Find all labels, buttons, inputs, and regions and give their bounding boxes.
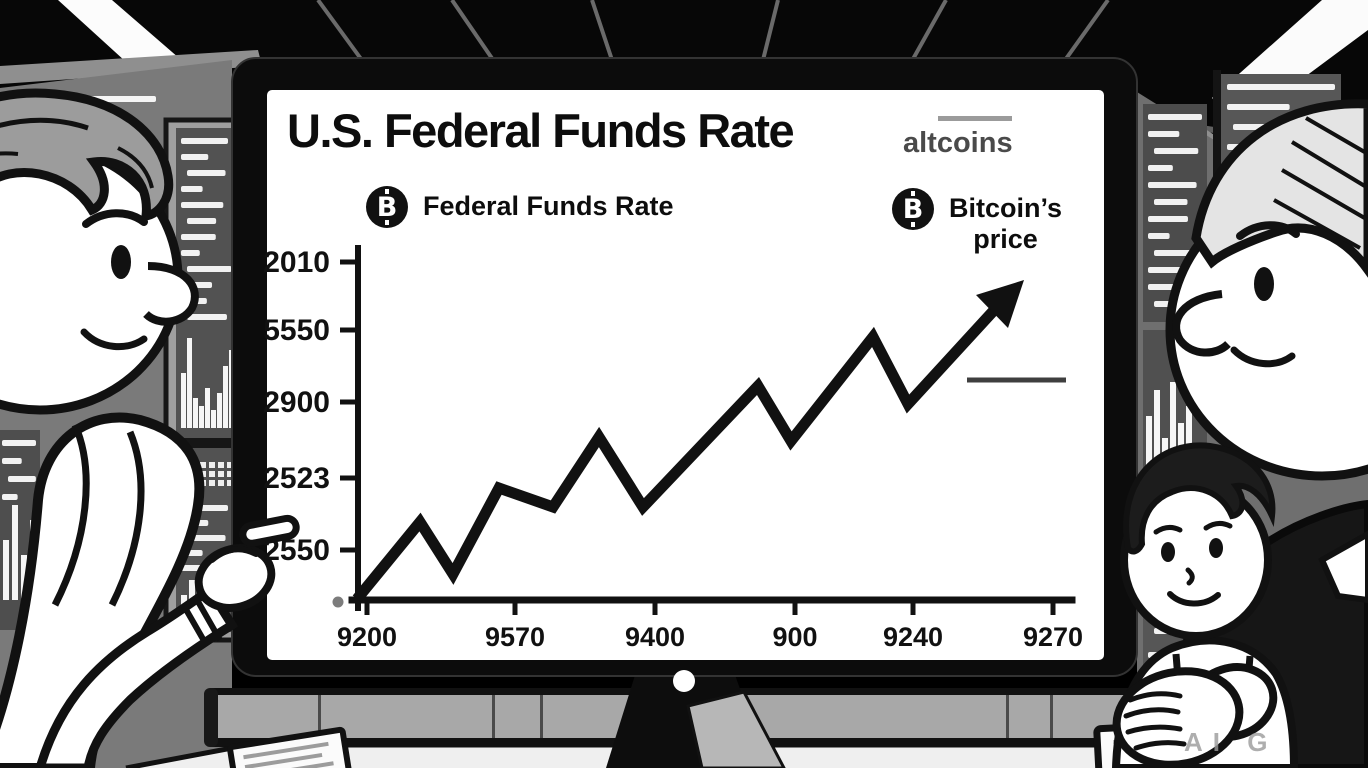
legend-label-line: price [973,224,1038,255]
rack-divider [172,438,236,448]
right-man-eyebrow [1236,221,1300,240]
child-hands [1112,663,1278,768]
child-hair [1123,442,1276,555]
monitor [231,57,1138,768]
child-nose [1185,567,1195,586]
left-man-hair [0,88,174,222]
left-man-eyebrow [82,209,148,228]
papers [227,726,352,768]
child-smile [1167,591,1221,607]
legend-label-line: Bitcoin’s [949,193,1063,223]
ceiling-band-left [0,50,262,84]
server-rack-lines [2,440,36,500]
legend-label: Bitcoin’s price [949,188,1062,255]
bitcoin-icon: B [366,186,408,228]
right-man-nose [1172,290,1231,357]
right-man-collar [1318,530,1368,604]
bitcoin-glyph: B [376,191,398,223]
brand-label: altcoins [903,127,1013,159]
legend-label: Federal Funds Rate [423,191,674,221]
left-man-smile [80,328,148,351]
monitor-camera-dot [673,670,695,692]
left-man-nose [143,262,199,326]
server-rack-lines [1148,114,1206,307]
chart-title: U.S. Federal Funds Rate [287,104,795,157]
bitcoin-glyph: B [902,193,924,225]
bitcoin-icon: B [892,188,934,230]
legend-item-bitcoins-price: B Bitcoin’s price [892,188,1062,255]
child [1111,442,1299,768]
legend-item-federal-funds-rate: B Federal Funds Rate [366,186,674,228]
left-man-pointing-hand [194,514,300,612]
child-eye [1161,542,1175,562]
brand-overline [938,116,1012,121]
monitor-stand-highlight [686,690,786,768]
child-eye [1209,538,1223,558]
monitor-screen [267,90,1104,660]
desk-panel-seams [318,695,1053,738]
watermark: AI G [1184,727,1278,757]
right-man-smile [1230,346,1296,368]
child-eyebrows [1153,520,1233,535]
left-man-eye [111,245,131,279]
right-man-eye [1254,267,1274,301]
left-man [0,88,300,768]
